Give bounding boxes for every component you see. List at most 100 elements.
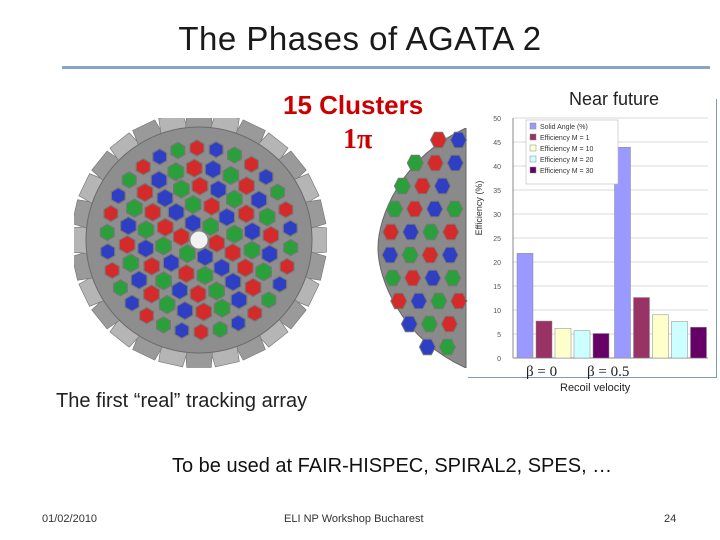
agata-halfsphere-image	[377, 128, 468, 368]
detector-crystal	[401, 246, 419, 264]
bar-1-2	[614, 147, 631, 359]
y-tick-label: 35	[493, 188, 501, 195]
detector-crystal	[226, 224, 243, 244]
detector-crystal	[196, 265, 214, 286]
detector-crystal	[112, 279, 128, 297]
clusters-label: 15 Clusters	[283, 90, 424, 120]
detector-crystal	[446, 200, 464, 218]
sphere-petal	[185, 350, 213, 368]
detector-crystal	[213, 258, 231, 278]
legend-label: Efficiency M = 20	[540, 157, 593, 164]
detector-crystal	[224, 243, 242, 263]
bar-2-2	[633, 297, 650, 359]
detector-crystal	[402, 223, 420, 241]
detector-crystal	[99, 223, 115, 242]
detector-crystal	[424, 269, 442, 287]
detector-crystal	[406, 154, 424, 172]
detector-crystal	[103, 204, 119, 223]
detector-crystal	[135, 158, 151, 176]
slide-title: The Phases of AGATA 2	[178, 20, 542, 57]
detector-crystal	[261, 244, 278, 264]
y-tick-label: 5	[497, 332, 501, 339]
detector-crystal	[272, 275, 288, 293]
detector-crystal	[125, 198, 143, 218]
detector-crystal	[144, 202, 162, 222]
detector-crystal	[170, 141, 186, 160]
detector-crystal	[185, 158, 203, 178]
detector-crystal	[430, 292, 448, 310]
detector-crystal	[155, 236, 172, 256]
detector-crystal	[172, 179, 190, 199]
detector-crystal	[255, 262, 272, 282]
y-tick-label: 20	[493, 260, 501, 267]
detector-crystal	[176, 300, 194, 321]
detector-crystal	[156, 217, 174, 237]
legend-swatch	[529, 166, 537, 174]
detector-crystal	[193, 323, 209, 341]
detector-crystal	[124, 294, 140, 312]
detector-crystal	[119, 216, 137, 236]
detector-crystal	[218, 207, 236, 227]
detector-crystal	[446, 154, 464, 172]
detector-crystal	[174, 321, 190, 340]
sphere-petal	[309, 226, 327, 254]
detector-crystal	[227, 146, 242, 164]
legend-label: Efficiency M = 30	[540, 168, 593, 175]
y-tick-label: 30	[493, 212, 501, 219]
detector-crystal	[418, 338, 436, 356]
bar-5-1	[592, 333, 610, 359]
detector-crystal	[420, 315, 438, 333]
detector-crystal	[282, 219, 298, 237]
efficiency-chart: Efficiency (%) 0 5 10 15 20 25 30 35 40 45 50 Solid …	[474, 116, 708, 363]
detector-crystal	[450, 292, 468, 310]
recoil-velocity-label: Recoil velocity	[560, 382, 631, 394]
y-tick-label: 50	[493, 116, 501, 123]
detector-crystal	[237, 204, 255, 224]
detector-crystal	[442, 223, 460, 241]
detector-crystal	[247, 304, 263, 322]
detector-crystal	[270, 183, 286, 201]
detector-crystal	[167, 202, 185, 222]
detector-crystal	[178, 244, 196, 264]
footer-page-number: 24	[664, 513, 677, 525]
detector-crystal	[283, 238, 299, 257]
tracking-caption: The first “real” tracking array	[56, 390, 308, 412]
bar-4-1	[573, 330, 591, 359]
detector-crystal	[208, 233, 226, 253]
detector-crystal	[143, 256, 161, 276]
detector-crystal	[440, 315, 458, 333]
detector-crystal	[171, 280, 189, 301]
detector-crystal	[449, 131, 468, 149]
sphere-center	[189, 230, 209, 250]
detector-crystal	[410, 292, 428, 310]
detector-crystal	[400, 315, 418, 333]
beta-05-label: β = 0.5	[587, 364, 630, 380]
detector-crystal	[244, 277, 262, 298]
legend-label: Efficiency M = 1	[540, 135, 590, 142]
y-tick-label: 45	[493, 140, 501, 147]
bar-3-2	[652, 314, 669, 359]
detector-crystal	[226, 189, 243, 209]
detector-crystal	[204, 159, 222, 180]
detector-crystal	[196, 247, 214, 267]
detector-crystal	[202, 216, 219, 236]
detector-crystal	[118, 235, 136, 255]
detector-crystal	[184, 194, 202, 215]
detector-crystal	[158, 294, 176, 315]
detector-crystal	[250, 190, 268, 210]
detector-crystal	[426, 200, 444, 218]
footer-event: ELI NP Workshop Bucharest	[284, 513, 424, 525]
detector-crystal	[137, 238, 155, 259]
legend-label: Solid Angle (%)	[540, 124, 588, 131]
detector-crystal	[137, 220, 155, 240]
detector-crystal	[382, 223, 400, 241]
detector-crystal	[121, 171, 137, 189]
agata-sphere-image	[74, 118, 327, 368]
legend-box	[525, 119, 619, 185]
footer-date: 01/02/2010	[42, 513, 98, 525]
detector-crystal	[156, 188, 174, 208]
detector-crystal	[130, 270, 148, 290]
detector-crystal	[136, 182, 154, 203]
detector-crystal	[422, 223, 440, 241]
detector-crystal	[100, 243, 116, 261]
